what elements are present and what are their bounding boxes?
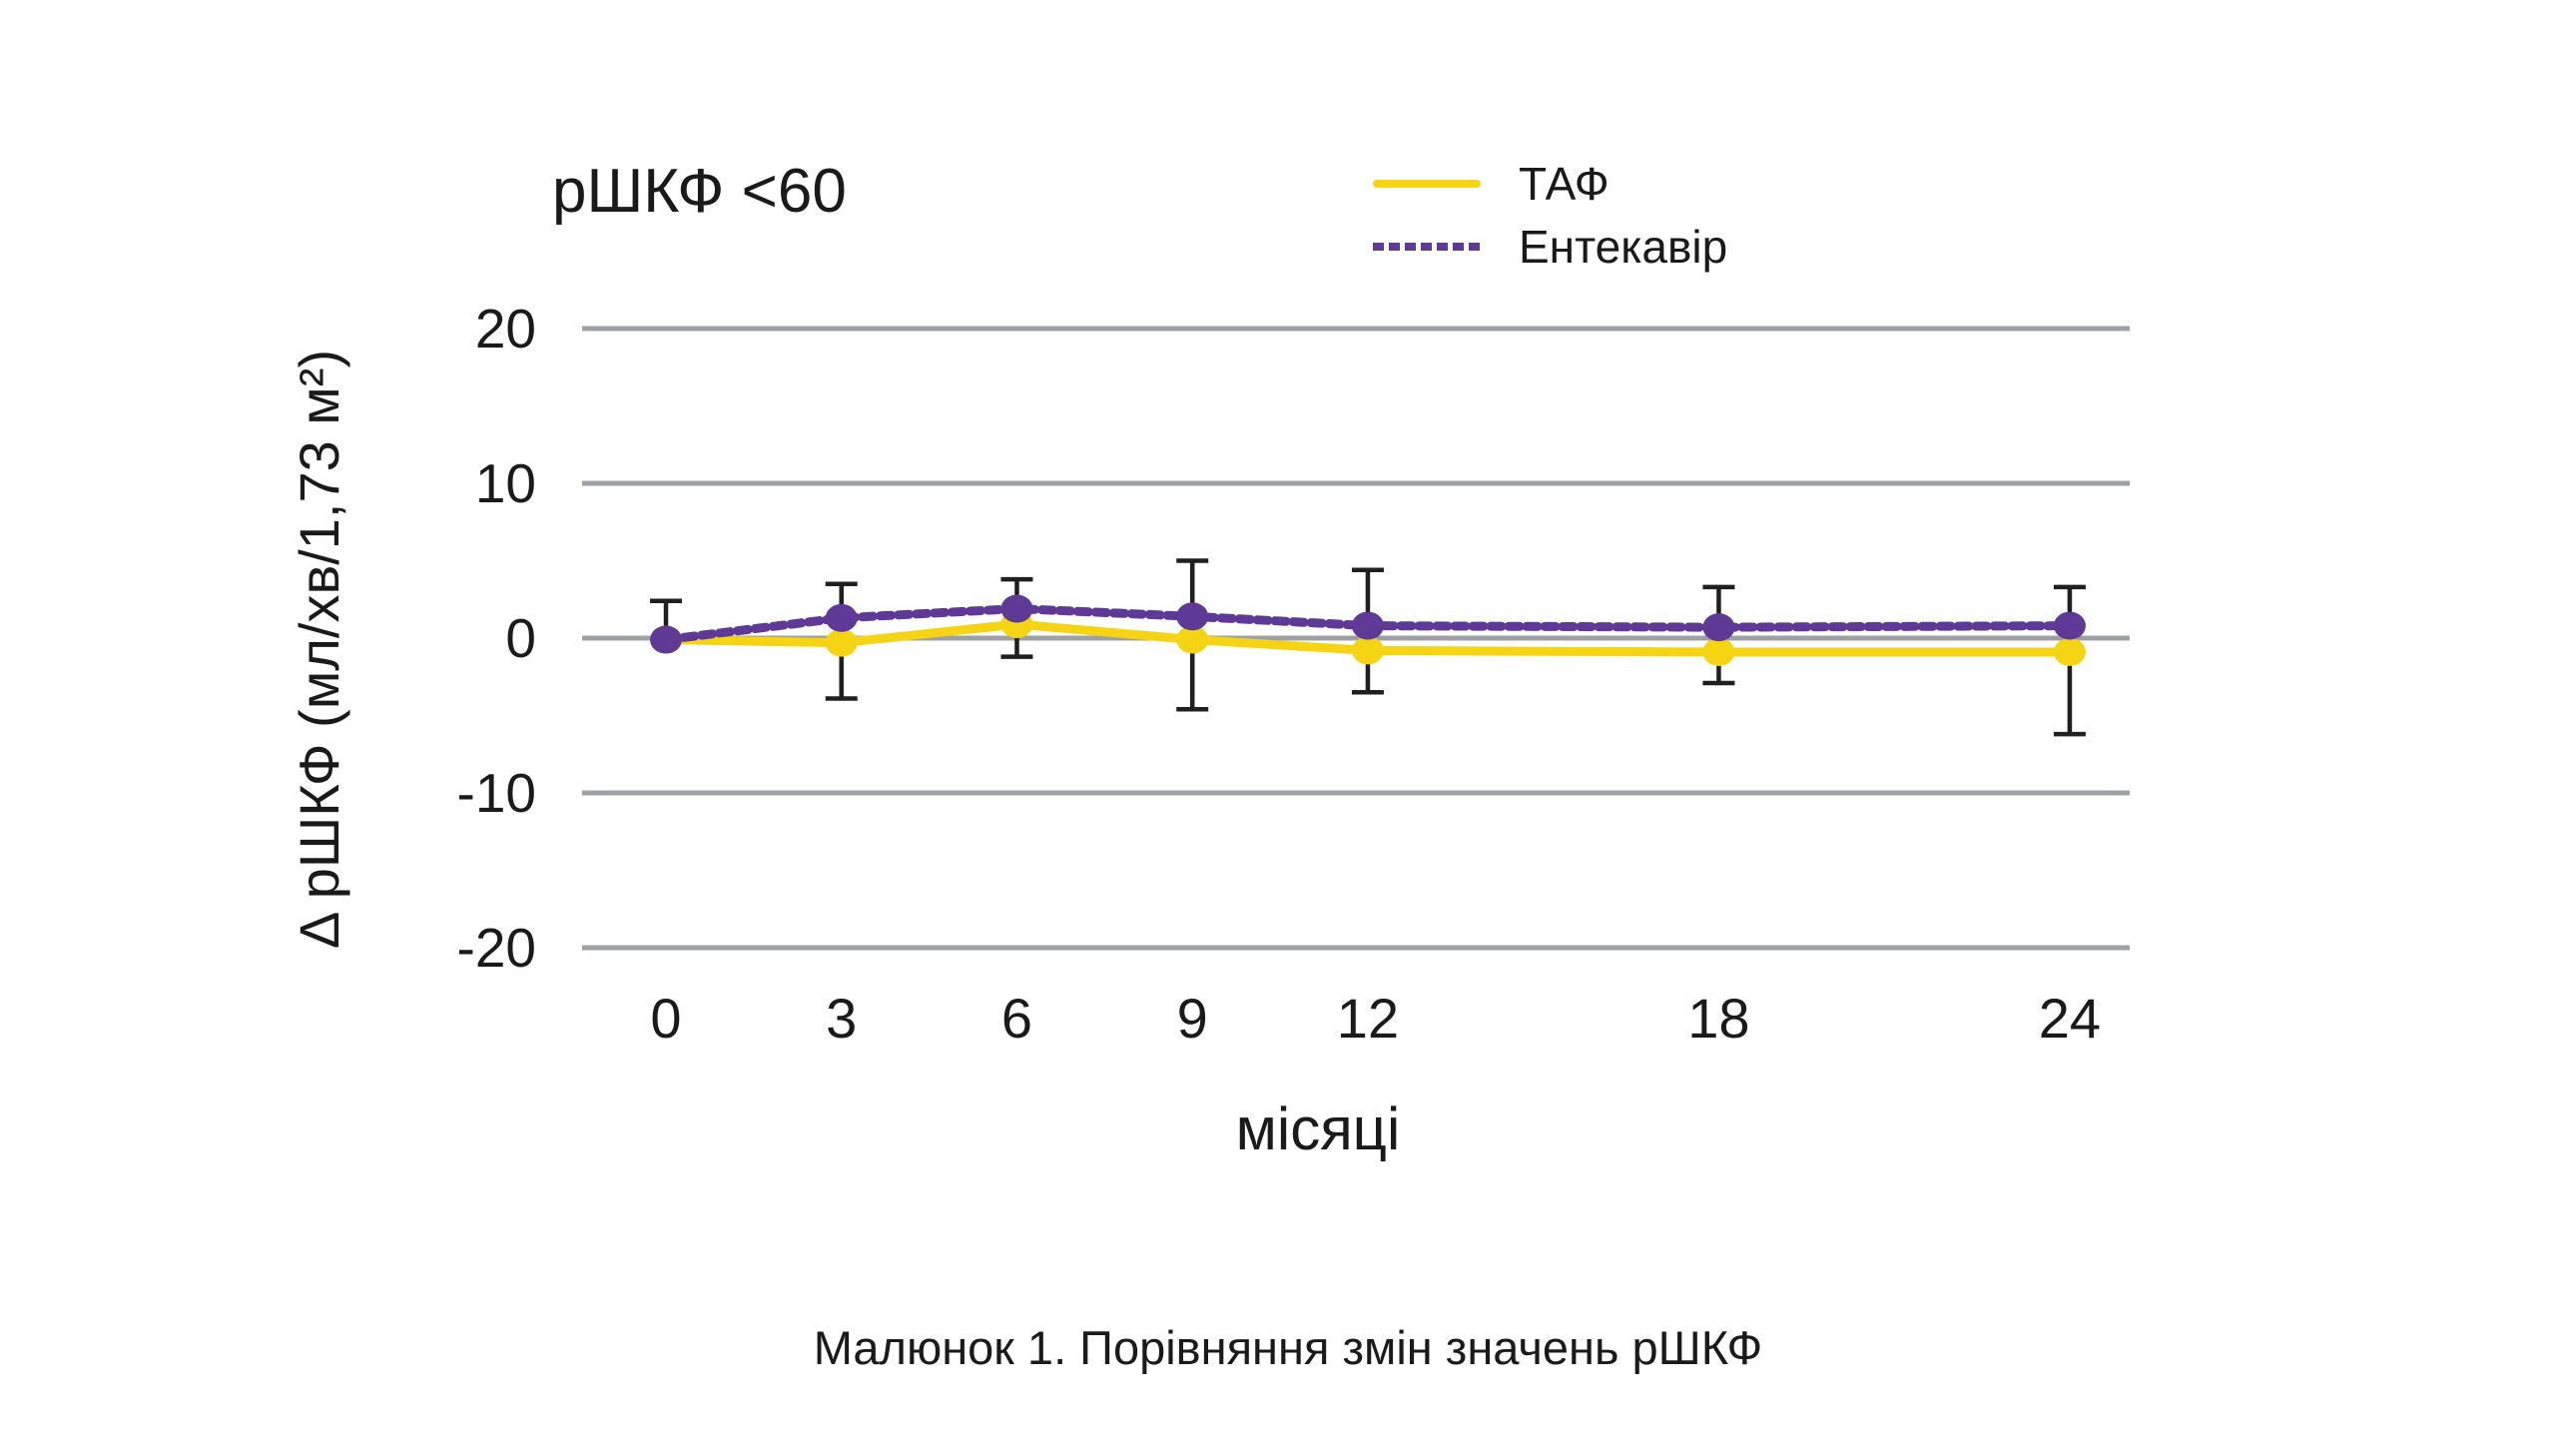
entecavir-marker [2053, 611, 2086, 640]
taf-marker [825, 628, 858, 657]
y-tick-label: -10 [456, 762, 537, 824]
y-axis-title: Δ рШКФ (мл/хв/1,73 м²) [288, 349, 350, 950]
entecavir-marker [1176, 602, 1209, 631]
entecavir-marker [1702, 613, 1735, 642]
x-tick-label: 9 [1176, 987, 1208, 1050]
entecavir-line-swatch [1373, 243, 1481, 251]
x-tick-label: 24 [2038, 987, 2102, 1050]
entecavir-marker [1351, 611, 1384, 640]
entecavir-marker [1000, 594, 1033, 623]
taf-marker [2053, 637, 2086, 666]
x-tick-label: 0 [650, 987, 682, 1050]
x-tick-label: 6 [1000, 987, 1033, 1050]
entecavir-marker [825, 603, 858, 632]
legend-label-entecavir: Ентекавір [1519, 221, 1728, 273]
y-tick-label: 10 [474, 452, 536, 514]
taf-marker [1176, 625, 1209, 654]
legend-item-taf: ТАФ [1373, 156, 1892, 212]
taf-marker [1702, 637, 1735, 666]
legend: ТАФ Ентекавір [1373, 156, 1892, 275]
legend-label-taf: ТАФ [1519, 158, 1610, 210]
figure-caption: Малюнок 1. Порівняння змін значень рШКФ [813, 1321, 1763, 1374]
legend-item-entecavir: Ентекавір [1373, 219, 1892, 275]
x-tick-label: 3 [826, 987, 858, 1050]
x-tick-label: 18 [1687, 987, 1750, 1050]
chart-title: рШКФ <60 [552, 157, 847, 226]
y-tick-label: 0 [505, 607, 536, 669]
taf-marker [1351, 636, 1384, 665]
taf-line-swatch [1373, 180, 1481, 188]
y-tick-label: 20 [474, 298, 536, 360]
x-tick-label: 12 [1336, 987, 1400, 1050]
entecavir-marker [650, 625, 682, 654]
y-tick-label: -20 [456, 917, 537, 979]
x-axis-title: місяці [1235, 1095, 1401, 1162]
